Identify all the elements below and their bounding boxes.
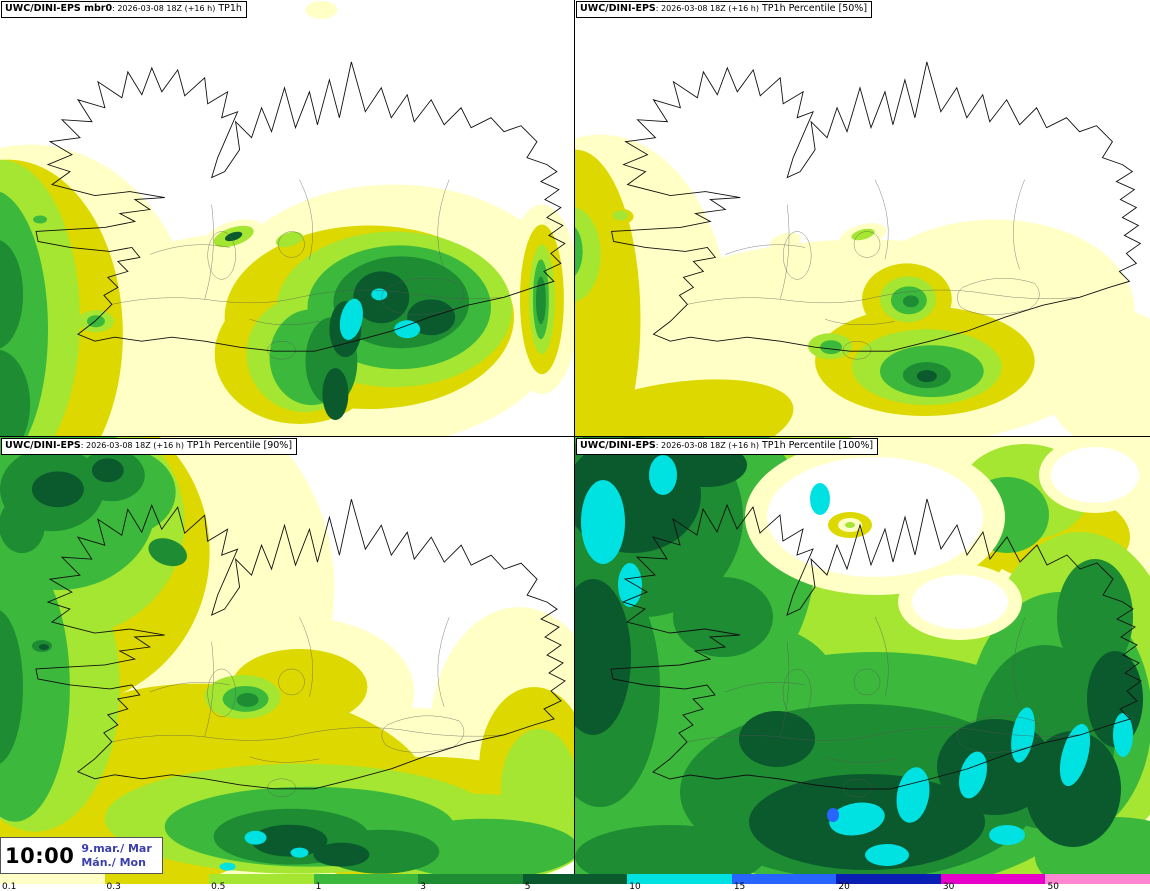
- map-canvas-p90: [0, 437, 574, 874]
- valid-date: 9.mar./ Mar: [81, 841, 152, 855]
- product-name: UWC/DINI-EPS: [5, 440, 81, 451]
- parameter-label: TP1h Percentile [50%]: [762, 3, 868, 14]
- colorbar-segment: 0.5: [209, 874, 314, 891]
- run-datetime: : 2026-03-08 18Z (+16 h): [655, 4, 759, 13]
- colorbar-swatch: [940, 874, 1046, 884]
- parameter-label: TP1h Percentile [90%]: [187, 440, 293, 451]
- valid-day: Mán./ Mon: [81, 855, 146, 869]
- colorbar-segment: 0.3: [104, 874, 210, 891]
- colorbar-tick-label: 0.5: [211, 882, 226, 891]
- panel-title: UWC/DINI-EPS: 2026-03-08 18Z (+16 h) TP1h…: [576, 1, 873, 18]
- colorbar-swatch: [731, 874, 837, 884]
- colorbar: 0.1 0.3 0.5 1 3 5 10 15 20 30 50: [0, 874, 1150, 891]
- map-canvas-p50: [575, 0, 1150, 436]
- colorbar-swatch: [0, 874, 105, 884]
- colorbar-tick-label: 20: [838, 882, 850, 891]
- colorbar-tick-label: 50: [1047, 882, 1059, 891]
- colorbar-tick-label: 15: [733, 882, 746, 891]
- parameter-label: TP1h Percentile [100%]: [762, 440, 874, 451]
- panel-title: UWC/DINI-EPS: 2026-03-08 18Z (+16 h) TP1h…: [1, 438, 298, 455]
- colorbar-segment: 20: [836, 874, 941, 891]
- colorbar-swatch: [104, 874, 210, 884]
- run-datetime: : 2026-03-08 18Z (+16 h): [80, 441, 184, 450]
- panel-title: UWC/DINI-EPS mbr0: 2026-03-08 18Z (+16 h…: [1, 1, 247, 18]
- colorbar-tick-label: 1: [315, 882, 322, 891]
- colorbar-tick-label: 30: [942, 882, 955, 891]
- colorbar-segment: 5: [522, 874, 628, 891]
- colorbar-tick-label: 5: [524, 882, 531, 891]
- valid-time-box: 10:00 9.mar./ Mar Mán./ Mon: [0, 837, 163, 874]
- product-name: UWC/DINI-EPS: [580, 3, 656, 14]
- panel-p50: UWC/DINI-EPS: 2026-03-08 18Z (+16 h) TP1h…: [575, 0, 1150, 437]
- valid-time: 10:00: [5, 843, 75, 868]
- product-name: UWC/DINI-EPS mbr0: [5, 3, 113, 14]
- colorbar-swatch: [313, 874, 419, 884]
- map-canvas-mbr0: [0, 0, 574, 436]
- run-datetime: : 2026-03-08 18Z (+16 h): [655, 441, 759, 450]
- colorbar-swatch: [1045, 874, 1150, 884]
- colorbar-tick-label: 10: [629, 882, 641, 891]
- colorbar-segment: 30: [940, 874, 1046, 891]
- parameter-label: TP1h: [218, 3, 242, 14]
- colorbar-segment: 15: [731, 874, 837, 891]
- colorbar-segment: 10: [627, 874, 732, 891]
- colorbar-swatch: [627, 874, 732, 884]
- colorbar-swatch: [209, 874, 314, 884]
- colorbar-segment: 3: [418, 874, 523, 891]
- panel-title: UWC/DINI-EPS: 2026-03-08 18Z (+16 h) TP1h…: [576, 438, 879, 455]
- colorbar-segment: 50: [1045, 874, 1150, 891]
- colorbar-tick-label: 3: [420, 882, 426, 891]
- colorbar-tick-label: 0.3: [106, 882, 121, 891]
- panel-mbr0: UWC/DINI-EPS mbr0: 2026-03-08 18Z (+16 h…: [0, 0, 575, 437]
- colorbar-swatch: [836, 874, 941, 884]
- colorbar-segment: 0.1: [0, 874, 105, 891]
- map-canvas-p100: [575, 437, 1150, 874]
- valid-date-block: 9.mar./ Mar Mán./ Mon: [81, 842, 151, 870]
- colorbar-swatch: [418, 874, 523, 884]
- run-datetime: : 2026-03-08 18Z (+16 h): [112, 4, 216, 13]
- product-name: UWC/DINI-EPS: [580, 440, 656, 451]
- panel-p100: UWC/DINI-EPS: 2026-03-08 18Z (+16 h) TP1h…: [575, 437, 1150, 874]
- colorbar-segment: 1: [313, 874, 419, 891]
- panel-p90: UWC/DINI-EPS: 2026-03-08 18Z (+16 h) TP1h…: [0, 437, 575, 874]
- colorbar-swatch: [522, 874, 628, 884]
- colorbar-tick-label: 0.1: [2, 882, 17, 891]
